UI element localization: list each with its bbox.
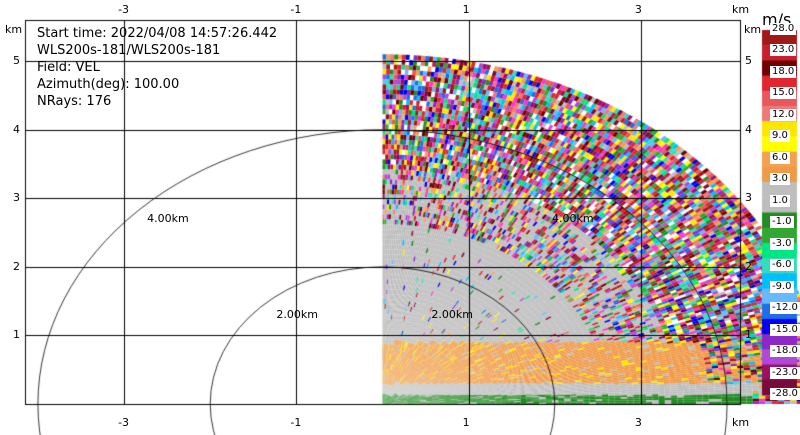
x-tick-label-bottom: 3	[634, 416, 642, 429]
colorbar-tick-label: 23.0	[770, 44, 797, 57]
colorbar-tick-label: 3.0	[770, 173, 790, 186]
y-unit-label-right: km	[744, 23, 762, 36]
info-instrument: WLS200s-181/WLS200s-181	[37, 43, 221, 58]
y-unit-label-left: km	[5, 23, 23, 36]
x-tick-label-bottom: -3	[118, 416, 130, 429]
x-tick-label-top: 3	[634, 3, 642, 16]
y-tick-label-right: 1	[745, 328, 752, 342]
colorbar-tick-label: 28.0	[770, 23, 797, 35]
colorbar-tick-label: 18.0	[770, 65, 797, 78]
x-tick-label-bottom: 1	[462, 416, 470, 429]
colorbar-tick-label: 6.0	[770, 151, 790, 164]
colorbar-tick-label: 15.0	[770, 87, 797, 100]
x-unit-label-top: km	[732, 3, 750, 16]
y-tick-label-left: 1	[13, 328, 20, 342]
colorbar-tick-label: -15.0	[770, 323, 800, 336]
y-tick-label-right: 3	[745, 191, 752, 205]
range-ring-label: 2.00km	[276, 307, 318, 321]
colorbar-tick-label: -3.0	[770, 237, 794, 250]
x-tick-label-bottom: -1	[290, 416, 302, 429]
range-ring-label: 4.00km	[147, 211, 189, 225]
x-tick-label-top: 1	[462, 3, 470, 16]
colorbar-tick-label: -28.0	[770, 388, 800, 400]
info-field: Field: VEL	[37, 60, 100, 75]
colorbar-tick-label: -12.0	[770, 302, 800, 315]
colorbar-tick-label: 12.0	[770, 108, 797, 121]
colorbar-tick-label: -9.0	[770, 280, 794, 293]
x-tick-label-top: -3	[118, 3, 130, 16]
info-nrays: NRays: 176	[37, 94, 112, 109]
colorbar-tick-label: -18.0	[770, 345, 800, 358]
y-tick-label-left: 3	[13, 191, 20, 205]
y-tick-label-right: 5	[745, 54, 752, 68]
colorbar-tick-label: -23.0	[770, 366, 800, 379]
y-tick-label-left: 5	[13, 54, 20, 68]
y-tick-label-left: 4	[13, 122, 20, 136]
range-ring-label: 4.00km	[552, 211, 594, 225]
y-tick-label-right: 4	[745, 122, 752, 136]
x-unit-label-bottom: km	[732, 416, 750, 429]
colorbar-tick-label: 1.0	[770, 194, 790, 207]
y-tick-label-right: 2	[745, 259, 752, 273]
colorbar-tick-label: 9.0	[770, 130, 790, 143]
colorbar-tick-label: -1.0	[770, 216, 794, 229]
range-ring-label: 2.00km	[431, 307, 473, 321]
y-tick-label-left: 2	[13, 259, 20, 273]
colorbar-tick-label: -6.0	[770, 259, 794, 272]
info-start-time: Start time: 2022/04/08 14:57:26.442	[37, 26, 278, 41]
x-tick-label-top: -1	[290, 3, 302, 16]
info-azimuth: Azimuth(deg): 100.00	[37, 77, 180, 92]
